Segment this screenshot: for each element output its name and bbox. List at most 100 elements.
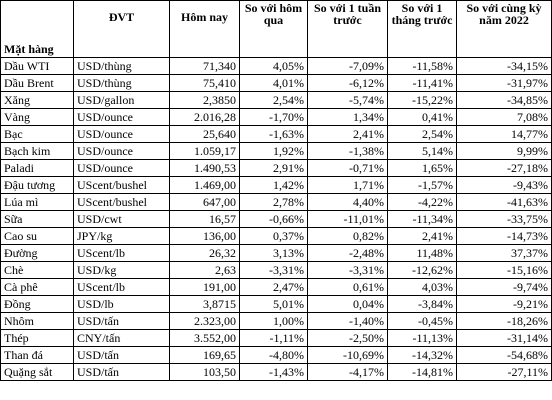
cell-vs-month: -12,62% — [387, 261, 457, 279]
cell-vs-month: -14,32% — [387, 346, 457, 364]
cell-vs-yesterday: 2,78% — [239, 193, 308, 211]
table-row: Cao su JPY/kg 136,00 0,37% 0,82% 2,41% -14,73% — [0, 227, 552, 245]
cell-unit: USD/thùng — [73, 74, 170, 92]
cell-vs-year: -15,16% — [456, 261, 552, 279]
table-row: Vàng USD/ounce 2.016,28 -1,70% 1,34% 0,41% 7,0… — [0, 108, 552, 126]
cell-vs-week: 0,04% — [307, 295, 388, 313]
cell-unit: USD/kg — [73, 261, 170, 279]
cell-today: 103,50 — [169, 363, 240, 381]
cell-item: Sữa — [0, 210, 74, 228]
table-row: Chè USD/kg 2,63 -3,31% -3,31% -12,62% -15,16% — [0, 261, 552, 279]
cell-vs-month: -4,22% — [387, 193, 457, 211]
cell-today: 2.016,28 — [169, 108, 240, 126]
cell-today: 1.059,17 — [169, 142, 240, 160]
cell-today: 1.469,00 — [169, 176, 240, 194]
cell-vs-yesterday: -1,63% — [239, 125, 308, 143]
cell-vs-week: -7,09% — [307, 57, 388, 75]
cell-unit: JPY/kg — [73, 227, 170, 245]
cell-vs-month: -14,81% — [387, 363, 457, 381]
cell-vs-month: 4,03% — [387, 278, 457, 296]
cell-unit: USD/ounce — [73, 108, 170, 126]
cell-vs-year: -34,85% — [456, 91, 552, 109]
cell-vs-week: -6,12% — [307, 74, 388, 92]
cell-vs-week: -5,74% — [307, 91, 388, 109]
cell-item: Quặng sắt — [0, 363, 74, 381]
cell-today: 647,00 — [169, 193, 240, 211]
cell-vs-week: 2,41% — [307, 125, 388, 143]
cell-item: Paladi — [0, 159, 74, 177]
cell-vs-year: -9,43% — [456, 176, 552, 194]
table-row: Xăng USD/gallon 2,3850 2,54% -5,74% -15,22% -3… — [0, 91, 552, 109]
cell-unit: USD/tấn — [73, 363, 170, 381]
table-row: Lúa mì UScent/bushel 647,00 2,78% 4,40% -4,22… — [0, 193, 552, 211]
cell-vs-year: -9,74% — [456, 278, 552, 296]
cell-item: Than đá — [0, 346, 74, 364]
cell-item: Nhôm — [0, 312, 74, 330]
header-vs-year: So với cùng kỳ năm 2022 — [456, 0, 552, 58]
cell-vs-month: -0,45% — [387, 312, 457, 330]
cell-unit: USD/gallon — [73, 91, 170, 109]
cell-vs-yesterday: 1,42% — [239, 176, 308, 194]
cell-vs-week: -1,38% — [307, 142, 388, 160]
table-row: Nhôm USD/tấn 2.323,00 1,00% -1,40% -0,45% -18,… — [0, 312, 552, 330]
cell-vs-year: -18,26% — [456, 312, 552, 330]
cell-unit: UScent/lb — [73, 278, 170, 296]
header-unit: ĐVT — [73, 0, 170, 58]
cell-unit: UScent/bushel — [73, 193, 170, 211]
cell-vs-week: -0,71% — [307, 159, 388, 177]
cell-vs-year: -41,63% — [456, 193, 552, 211]
cell-today: 2.323,00 — [169, 312, 240, 330]
cell-vs-week: -3,31% — [307, 261, 388, 279]
cell-vs-yesterday: -1,11% — [239, 329, 308, 347]
cell-vs-month: -15,22% — [387, 91, 457, 109]
cell-item: Dầu Brent — [0, 74, 74, 92]
cell-vs-yesterday: -0,66% — [239, 210, 308, 228]
cell-vs-yesterday: 2,91% — [239, 159, 308, 177]
cell-vs-year: -33,75% — [456, 210, 552, 228]
cell-item: Đậu tương — [0, 176, 74, 194]
cell-today: 75,410 — [169, 74, 240, 92]
cell-vs-year: 37,37% — [456, 244, 552, 262]
cell-item: Dầu WTI — [0, 57, 74, 75]
table-row: Đồng USD/lb 3,8715 5,01% 0,04% -3,84% -9,21% — [0, 295, 552, 313]
cell-vs-yesterday: -1,70% — [239, 108, 308, 126]
header-item: Mặt hàng — [0, 0, 74, 58]
cell-vs-month: 5,14% — [387, 142, 457, 160]
cell-vs-yesterday: 2,47% — [239, 278, 308, 296]
cell-vs-yesterday: -1,43% — [239, 363, 308, 381]
cell-unit: USD/lb — [73, 295, 170, 313]
cell-vs-week: -1,40% — [307, 312, 388, 330]
cell-vs-yesterday: 5,01% — [239, 295, 308, 313]
cell-item: Lúa mì — [0, 193, 74, 211]
cell-unit: USD/ounce — [73, 142, 170, 160]
cell-item: Đồng — [0, 295, 74, 313]
cell-vs-yesterday: 2,54% — [239, 91, 308, 109]
cell-vs-year: -54,68% — [456, 346, 552, 364]
cell-vs-yesterday: 3,13% — [239, 244, 308, 262]
cell-today: 2,3850 — [169, 91, 240, 109]
cell-vs-week: -10,69% — [307, 346, 388, 364]
cell-item: Bạch kim — [0, 142, 74, 160]
table-row: Than đá USD/tấn 169,65 -4,80% -10,69% -14,32%… — [0, 346, 552, 364]
cell-vs-month: 0,41% — [387, 108, 457, 126]
table-row: Bạch kim USD/ounce 1.059,17 1,92% -1,38% 5,14… — [0, 142, 552, 160]
cell-today: 71,340 — [169, 57, 240, 75]
cell-vs-year: 7,08% — [456, 108, 552, 126]
cell-today: 25,640 — [169, 125, 240, 143]
cell-vs-week: 0,82% — [307, 227, 388, 245]
header-vs-month: So với 1 tháng trước — [387, 0, 457, 58]
cell-vs-year: -31,97% — [456, 74, 552, 92]
cell-item: Cao su — [0, 227, 74, 245]
table-row: Cà phê UScent/lb 191,00 2,47% 0,61% 4,03% -9,7… — [0, 278, 552, 296]
cell-today: 3,8715 — [169, 295, 240, 313]
cell-item: Vàng — [0, 108, 74, 126]
commodity-price-table: Mặt hàng ĐVT Hôm nay So với hôm qua So v… — [0, 0, 552, 381]
cell-unit: UScent/bushel — [73, 176, 170, 194]
cell-vs-yesterday: 4,01% — [239, 74, 308, 92]
cell-today: 1.490,53 — [169, 159, 240, 177]
cell-vs-week: -2,48% — [307, 244, 388, 262]
cell-item: Cà phê — [0, 278, 74, 296]
cell-vs-year: 9,99% — [456, 142, 552, 160]
header-vs-week: So với 1 tuần trước — [307, 0, 388, 58]
cell-vs-week: 0,61% — [307, 278, 388, 296]
